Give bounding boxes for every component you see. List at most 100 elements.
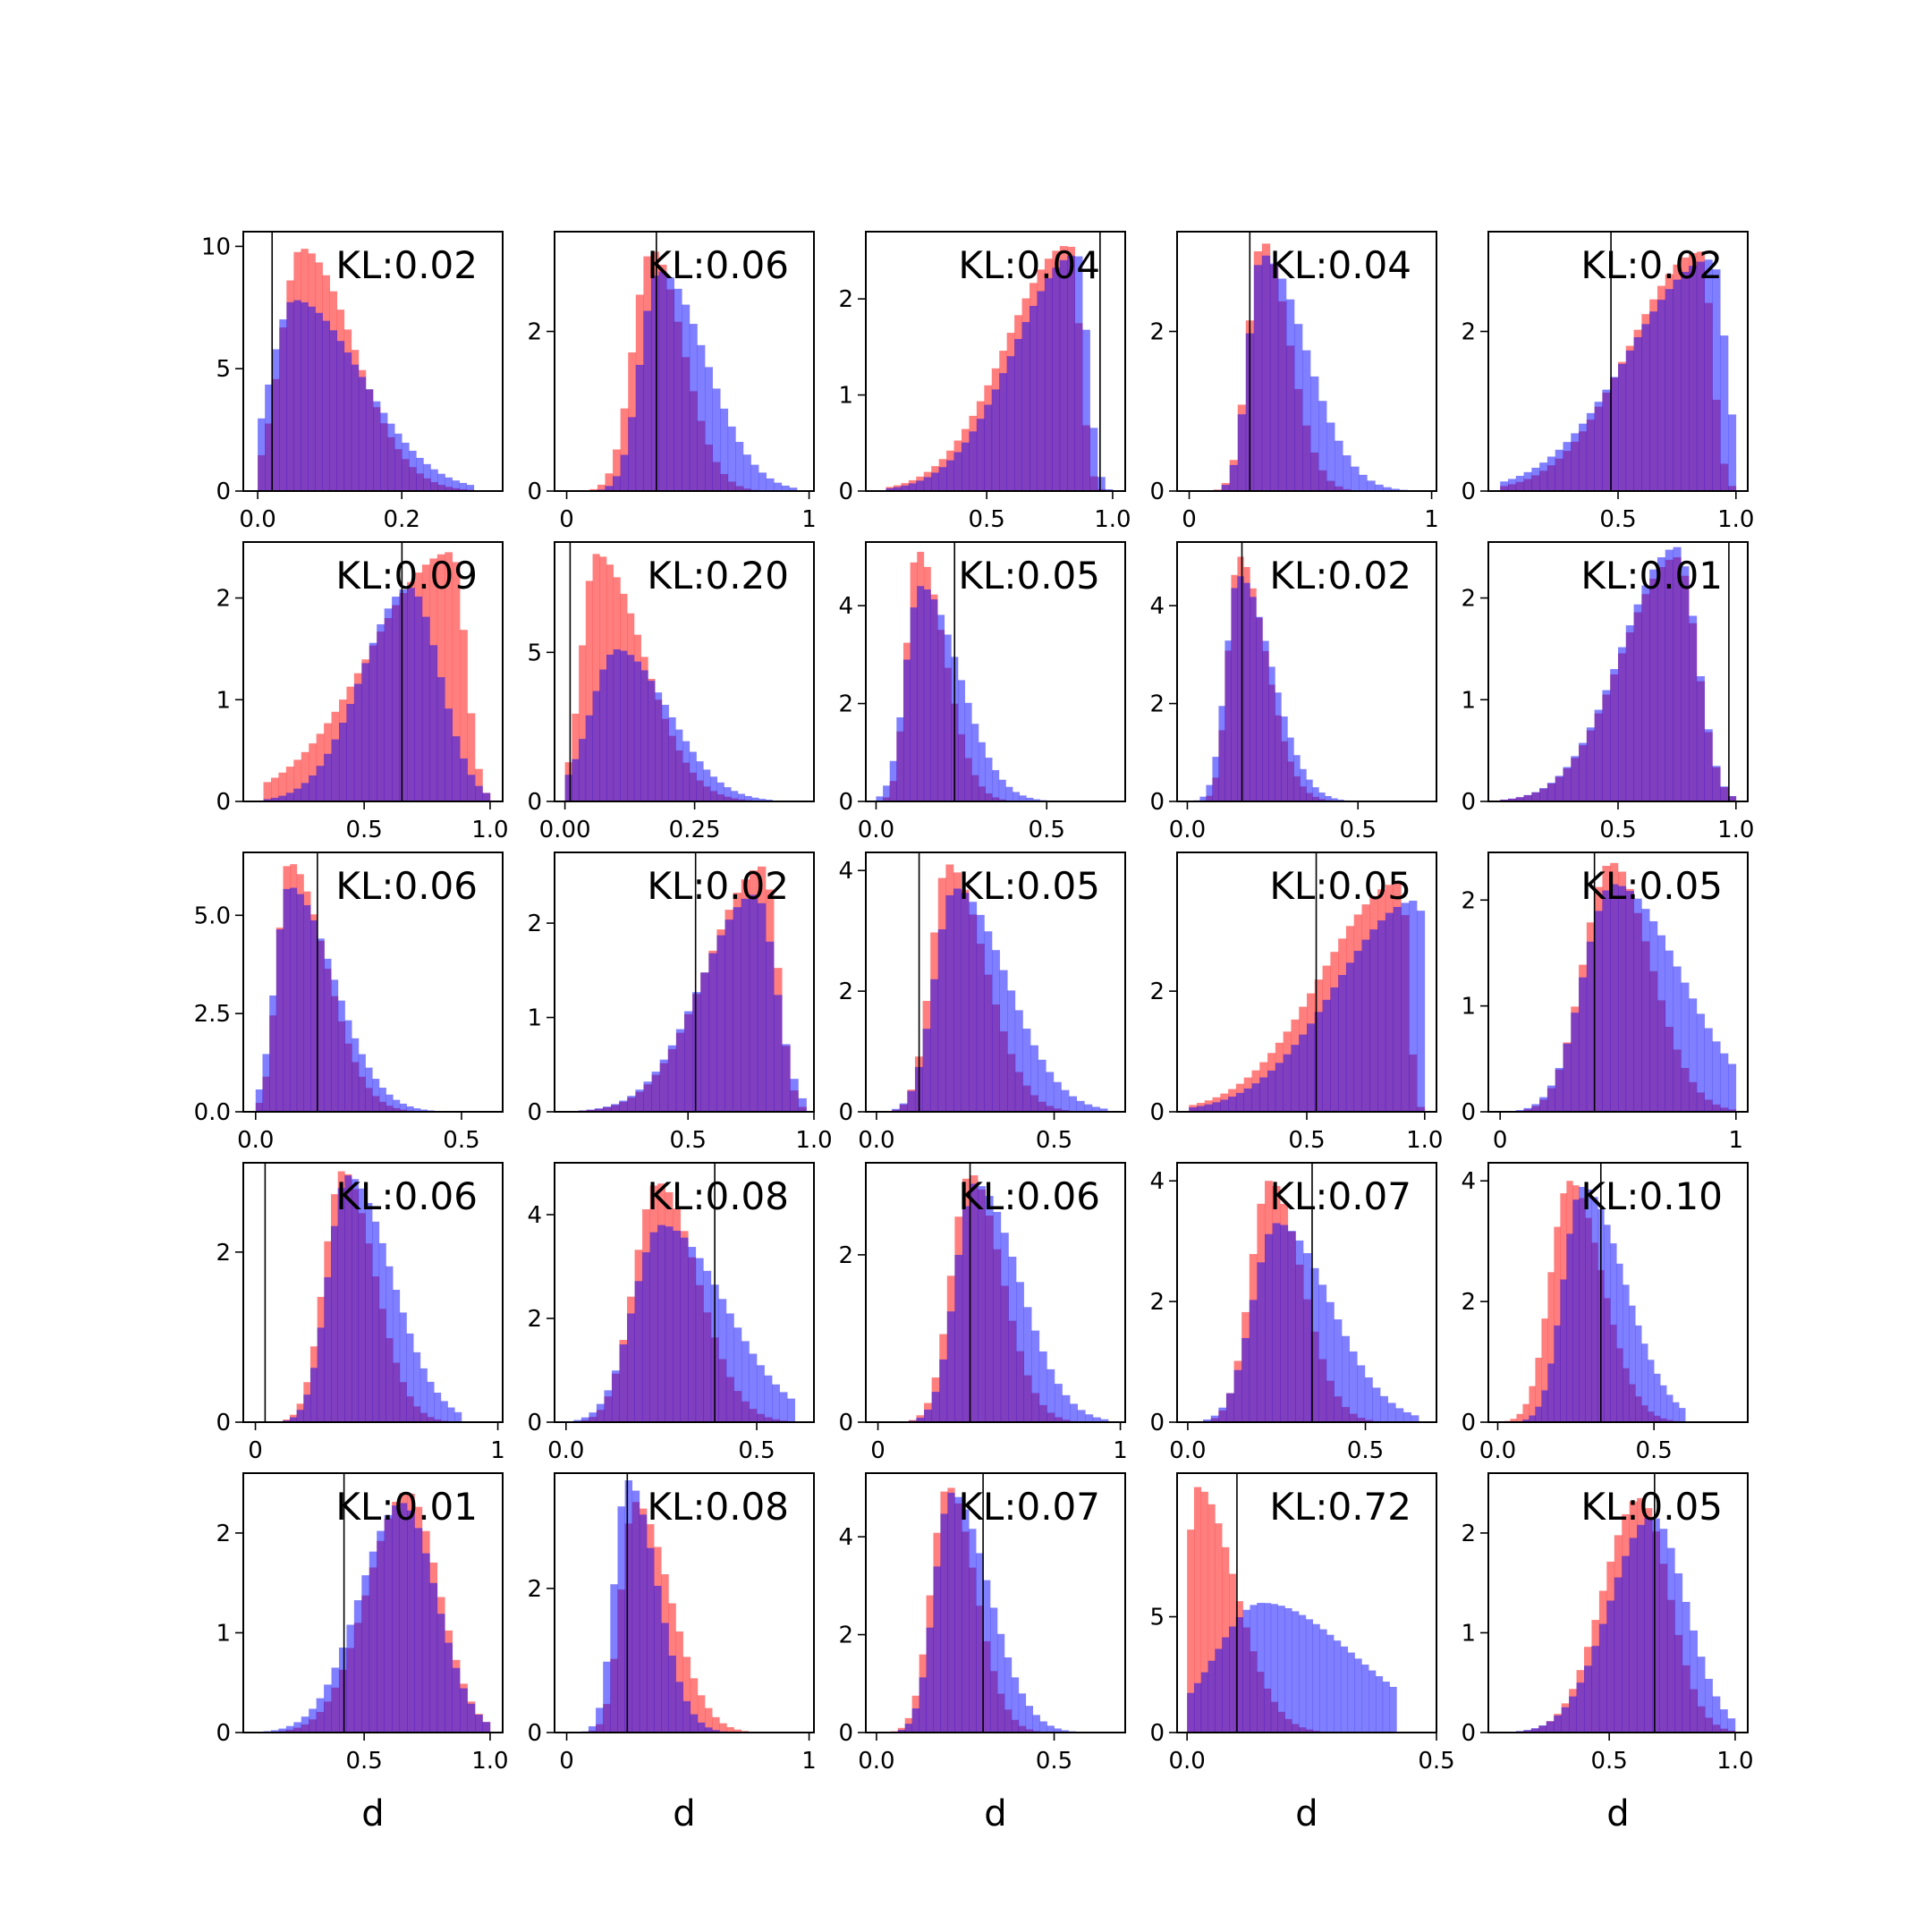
panel-4-1: 0 1 0 2 KL:0.08 d	[527, 1472, 817, 1835]
hist-b-bar	[658, 271, 667, 491]
hist-b-bar	[331, 1225, 339, 1422]
hist-b-bar	[1555, 449, 1563, 491]
hist-b-bar	[1507, 798, 1517, 801]
hist-a-bar	[726, 1727, 734, 1733]
hist-b-bar	[1377, 920, 1386, 1112]
hist-b-bar	[289, 1417, 297, 1422]
x-tick-label: 0	[1182, 506, 1197, 533]
hist-b-bar	[1006, 356, 1015, 491]
x-tick-label: 0.5	[345, 1748, 382, 1775]
x-tick-label: 0.25	[669, 817, 721, 843]
hist-b-bar	[324, 1276, 332, 1422]
hist-b-bar	[317, 938, 325, 1112]
hist-b-bar	[1250, 1605, 1258, 1733]
hist-b-bar	[889, 760, 897, 801]
hist-b-bar	[1084, 1104, 1093, 1112]
hist-b-bar	[596, 1707, 604, 1733]
hist-b-bar	[1044, 278, 1053, 491]
hist-b-bar	[680, 1237, 689, 1422]
hist-b-bar	[1625, 625, 1634, 801]
hist-b-bar	[1689, 998, 1698, 1112]
hist-a-bar	[263, 782, 272, 801]
hist-b-bar	[596, 1403, 605, 1422]
x-tick-label: 1	[801, 506, 817, 533]
hist-b-bar	[902, 659, 911, 801]
hist-b-bar	[1585, 1189, 1592, 1422]
hist-b-bar	[423, 463, 431, 491]
hist-a-bar	[705, 1707, 713, 1733]
hist-b-bar	[1712, 269, 1721, 491]
y-tick-label: 1	[1461, 687, 1476, 714]
hist-b-bar	[1530, 1728, 1539, 1733]
hist-b-bar	[1199, 796, 1207, 801]
hist-b-bar	[737, 793, 745, 801]
hist-b-bar	[338, 722, 347, 801]
hist-b-bar	[1196, 1106, 1206, 1112]
hist-b-bar	[1257, 1603, 1265, 1733]
hist-b-bar	[1563, 1043, 1572, 1112]
x-tick-label: 0.5	[670, 1127, 707, 1154]
hist-a-bar	[1193, 1487, 1202, 1733]
hist-b-bar	[1092, 1417, 1101, 1422]
y-tick-label: 2	[1461, 1289, 1476, 1316]
x-tick-label: 0.5	[1347, 1437, 1384, 1464]
hist-b-bar	[1591, 1197, 1598, 1422]
hist-b-bar	[947, 1492, 955, 1733]
y-tick-label: 2	[216, 1521, 231, 1547]
hist-a-bar	[579, 645, 587, 801]
hist-b-bar	[1023, 1307, 1032, 1422]
hist-b-bar	[603, 1661, 611, 1733]
hist-b-bar	[937, 614, 945, 801]
hist-a-bar	[1522, 1403, 1530, 1422]
hist-b-bar	[269, 995, 277, 1112]
axes-frame	[1487, 1162, 1749, 1423]
hist-b-bar	[749, 894, 758, 1112]
hist-b-bar	[1659, 1529, 1668, 1733]
y-tick-label: 2	[1149, 319, 1165, 346]
hist-b-bar	[1681, 982, 1690, 1112]
hist-b-bar	[798, 1097, 807, 1112]
hist-b-bar	[1229, 1626, 1237, 1733]
hist-b-bar	[613, 476, 621, 491]
hist-a-bar	[605, 473, 614, 491]
hist-b-bar	[606, 654, 614, 801]
hist-b-bar	[369, 1551, 377, 1733]
hist-b-bar	[1712, 766, 1721, 801]
y-tick-label: 0	[838, 1410, 853, 1436]
hist-b-bar	[265, 384, 273, 491]
hist-b-bar	[650, 275, 659, 491]
hist-b-bar	[572, 758, 580, 801]
axes-frame	[554, 852, 815, 1113]
hist-a-bar	[285, 767, 294, 801]
hist-b-bar	[1705, 1678, 1713, 1733]
kl-annotation: KL:0.08	[647, 1174, 789, 1218]
hist-b-bar	[945, 894, 954, 1112]
hist-b-bar	[1665, 549, 1674, 801]
hist-b-bar	[1579, 423, 1588, 491]
hist-b-bar	[1720, 1709, 1728, 1733]
hist-b-bar	[613, 649, 621, 801]
hist-b-bar	[1270, 1604, 1278, 1733]
hist-b-bar	[619, 1100, 628, 1112]
hist-b-bar	[365, 1067, 373, 1112]
hist-b-bar	[392, 1505, 400, 1733]
hist-b-bar	[725, 1313, 734, 1422]
hist-b-bar	[285, 792, 294, 801]
hist-b-bar	[1393, 906, 1402, 1112]
hist-a-bar	[733, 1729, 741, 1733]
hist-b-bar	[1563, 767, 1572, 801]
hist-b-bar	[1310, 1267, 1319, 1422]
hist-b-bar	[689, 751, 697, 801]
hist-b-bar	[1059, 259, 1068, 491]
hist-b-bar	[409, 450, 417, 491]
hist-a-bar	[270, 777, 279, 801]
hist-b-bar	[467, 1703, 476, 1733]
y-tick-label: 0	[1461, 789, 1476, 816]
hist-b-bar	[1531, 1104, 1540, 1112]
hist-b-bar	[394, 433, 402, 491]
hist-b-bar	[1237, 576, 1244, 801]
hist-b-bar	[983, 1580, 991, 1733]
hist-b-bar	[682, 741, 691, 801]
hist-b-bar	[1251, 1083, 1260, 1112]
hist-b-bar	[646, 1547, 655, 1733]
